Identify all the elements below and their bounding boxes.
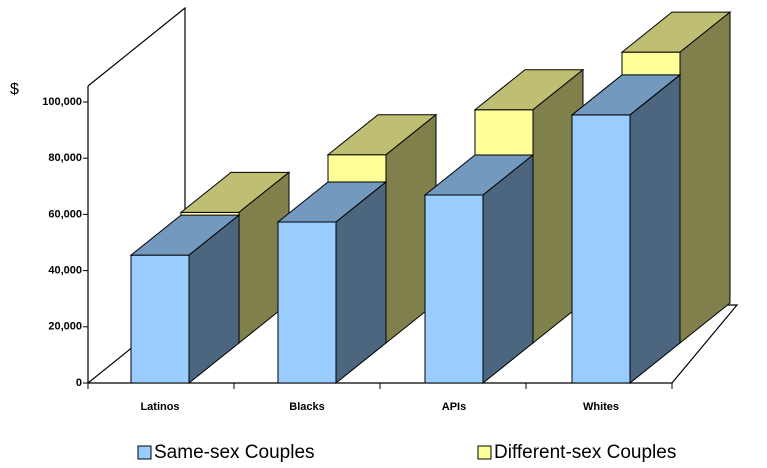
y-axis-label: $ (10, 81, 19, 98)
bar-front (277, 221, 337, 384)
bar (423, 153, 535, 385)
x-tick-label: Whites (583, 401, 619, 413)
legend-swatch (137, 445, 152, 460)
legend-swatch (477, 445, 492, 460)
y-tick-label: 100,000 (42, 96, 82, 108)
left-wall (87, 6, 186, 305)
bar (570, 73, 682, 385)
y-tick-label: 80,000 (48, 152, 82, 164)
y-tick-label: 60,000 (48, 208, 82, 220)
bar-side (679, 11, 731, 345)
x-tick-label: Blacks (289, 401, 324, 413)
bar-side (482, 153, 534, 385)
legend-label: Different-sex Couples (494, 442, 676, 463)
bar (276, 180, 388, 385)
legend-label: Same-sex Couples (154, 442, 315, 463)
y-tick-label: 0 (76, 377, 82, 389)
y-tick-label: 40,000 (48, 265, 82, 277)
x-tick-label: Latinos (140, 401, 179, 413)
bar (129, 214, 241, 385)
y-tick-label: 20,000 (48, 321, 82, 333)
bar-side (335, 180, 387, 385)
bar-front (130, 254, 190, 384)
bar-side (188, 214, 240, 385)
x-tick-label: APIs (442, 401, 466, 413)
bar-side (629, 73, 681, 385)
bar-front (424, 194, 484, 384)
bar-front (571, 114, 631, 384)
